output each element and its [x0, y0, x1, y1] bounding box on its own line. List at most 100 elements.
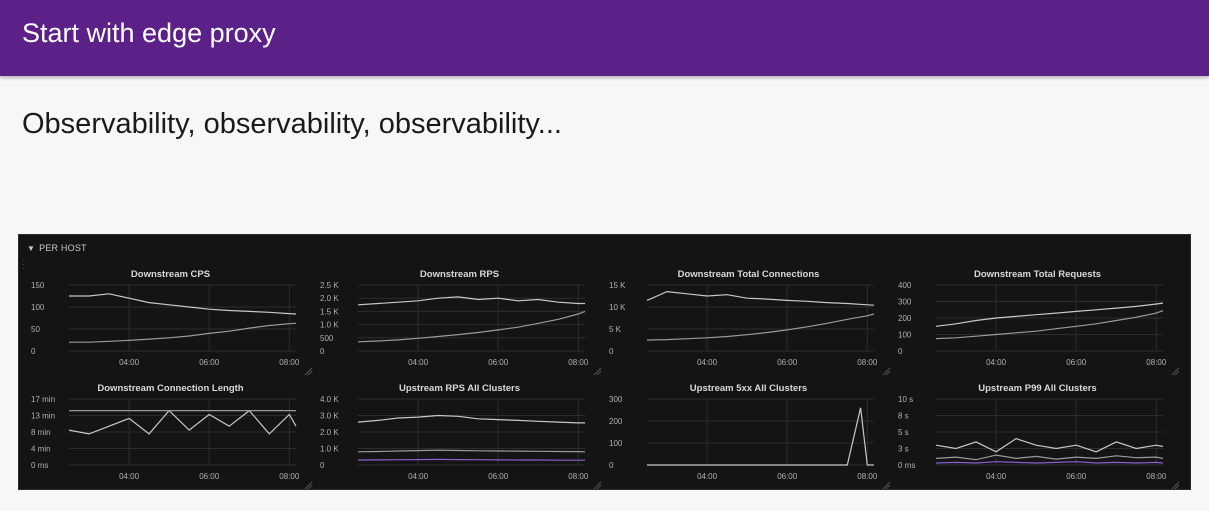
x-tick-label: 04:00	[697, 472, 718, 481]
resize-handle-icon[interactable]	[304, 481, 313, 490]
y-tick-label: 10 s	[898, 395, 913, 404]
y-tick-label: 5 K	[609, 325, 622, 334]
chart-panel[interactable]: Downstream Connection Length 17 min 13 min…	[27, 379, 314, 491]
panel-title: Downstream Total Requests	[974, 269, 1101, 280]
y-tick-label: 10 K	[609, 303, 626, 312]
resize-handle-icon[interactable]	[882, 367, 891, 376]
chart-panel[interactable]: Upstream P99 All Clusters 10 s 8 s 5 s 3 s 0 …	[894, 379, 1181, 491]
series-line	[357, 310, 586, 343]
y-tick-label: 300	[898, 298, 912, 307]
y-tick-label: 13 min	[31, 412, 55, 421]
panel-title: Downstream Total Connections	[678, 269, 820, 280]
y-tick-label: 50	[31, 325, 40, 334]
series-line	[935, 454, 1164, 461]
chart-panel[interactable]: Downstream CPS 150 100 50 0 04:00 06:00 08:00	[27, 265, 314, 377]
slide-subtitle: Observability, observability, observabil…	[22, 108, 562, 140]
grafana-dashboard: ▼ PER HOST · · · Downstream CPS 150 100 50 0 04:…	[18, 234, 1191, 490]
y-tick-label: 400	[898, 281, 912, 290]
title-bar: Start with edge proxy	[0, 0, 1209, 76]
y-tick-label: 100	[609, 439, 623, 448]
x-tick-label: 04:00	[986, 472, 1007, 481]
x-tick-label: 08:00	[1146, 358, 1167, 367]
series-line	[935, 310, 1164, 340]
panel-title: Downstream RPS	[420, 269, 499, 280]
y-tick-label: 3.0 K	[320, 412, 339, 421]
x-tick-label: 08:00	[857, 472, 878, 481]
x-tick-label: 04:00	[408, 358, 429, 367]
y-tick-label: 4 min	[31, 445, 51, 454]
y-tick-label: 2.0 K	[320, 428, 339, 437]
chart-panel[interactable]: Upstream RPS All Clusters 4.0 K 3.0 K 2.0 K…	[316, 379, 603, 491]
x-tick-label: 06:00	[1066, 472, 1087, 481]
panel-title: Upstream P99 All Clusters	[978, 383, 1096, 394]
x-tick-label: 08:00	[568, 358, 589, 367]
row-header-per-host[interactable]: ▼ PER HOST	[27, 243, 87, 253]
chart-panel[interactable]: Downstream RPS 2.5 K 2.0 K 1.5 K 1.0 K 500 0 04…	[316, 265, 603, 377]
panel-title: Upstream RPS All Clusters	[399, 383, 520, 394]
resize-handle-icon[interactable]	[304, 367, 313, 376]
y-tick-label: 0 ms	[31, 461, 48, 470]
row-label: PER HOST	[39, 243, 87, 253]
y-tick-label: 300	[609, 395, 623, 404]
x-tick-label: 06:00	[199, 358, 220, 367]
y-tick-label: 200	[609, 417, 623, 426]
y-tick-label: 1.0 K	[320, 321, 339, 330]
x-tick-label: 08:00	[1146, 472, 1167, 481]
resize-handle-icon[interactable]	[882, 481, 891, 490]
x-tick-label: 08:00	[279, 358, 300, 367]
y-tick-label: 0	[320, 461, 325, 470]
x-tick-label: 06:00	[488, 472, 509, 481]
x-tick-label: 06:00	[1066, 358, 1087, 367]
series-line	[935, 461, 1164, 464]
y-tick-label: 0 ms	[898, 461, 915, 470]
drag-handle-icon[interactable]: · · ·	[22, 256, 25, 273]
resize-handle-icon[interactable]	[593, 481, 602, 490]
y-tick-label: 0	[609, 347, 614, 356]
y-tick-label: 4.0 K	[320, 395, 339, 404]
x-tick-label: 04:00	[119, 472, 140, 481]
x-tick-label: 04:00	[697, 358, 718, 367]
chart-panel[interactable]: Downstream Total Requests 400 300 200 100 0 04…	[894, 265, 1181, 377]
series-line	[69, 293, 297, 315]
chevron-down-icon[interactable]: ▼	[27, 244, 36, 253]
y-tick-label: 15 K	[609, 281, 626, 290]
series-line	[935, 437, 1164, 453]
x-tick-label: 04:00	[986, 358, 1007, 367]
series-line	[357, 414, 585, 424]
chart-panel[interactable]: Upstream 5xx All Clusters 300 200 100 0 04:00…	[605, 379, 892, 491]
slide-title: Start with edge proxy	[22, 18, 276, 48]
y-tick-label: 3 s	[898, 445, 909, 454]
y-tick-label: 1.5 K	[320, 307, 339, 316]
resize-handle-icon[interactable]	[1171, 367, 1180, 376]
x-tick-label: 04:00	[408, 472, 429, 481]
y-tick-label: 500	[320, 334, 334, 343]
y-tick-label: 100	[898, 331, 912, 340]
series-line	[357, 449, 586, 453]
y-tick-label: 0	[609, 461, 614, 470]
y-tick-label: 17 min	[31, 395, 55, 404]
panel-title: Downstream Connection Length	[97, 383, 243, 394]
resize-handle-icon[interactable]	[1171, 481, 1180, 490]
x-tick-label: 06:00	[199, 472, 220, 481]
chart-panel[interactable]: Downstream Total Connections 15 K 10 K 5 K 0…	[605, 265, 892, 377]
x-tick-label: 08:00	[857, 358, 878, 367]
y-tick-label: 0	[31, 347, 36, 356]
series-line	[68, 409, 297, 435]
y-tick-label: 8 min	[31, 428, 51, 437]
x-tick-label: 08:00	[279, 472, 300, 481]
y-tick-label: 150	[31, 281, 45, 290]
y-tick-label: 100	[31, 303, 45, 312]
y-tick-label: 8 s	[898, 412, 909, 421]
series-line	[646, 313, 875, 341]
resize-handle-icon[interactable]	[593, 367, 602, 376]
series-line	[935, 302, 1164, 327]
y-tick-label: 5 s	[898, 428, 909, 437]
series-line	[647, 407, 874, 466]
panel-title: Downstream CPS	[131, 269, 210, 280]
series-line	[357, 458, 585, 461]
x-tick-label: 04:00	[119, 358, 140, 367]
x-tick-label: 08:00	[568, 472, 589, 481]
y-tick-label: 2.0 K	[320, 294, 339, 303]
y-tick-label: 0	[320, 347, 325, 356]
x-tick-label: 06:00	[777, 472, 798, 481]
